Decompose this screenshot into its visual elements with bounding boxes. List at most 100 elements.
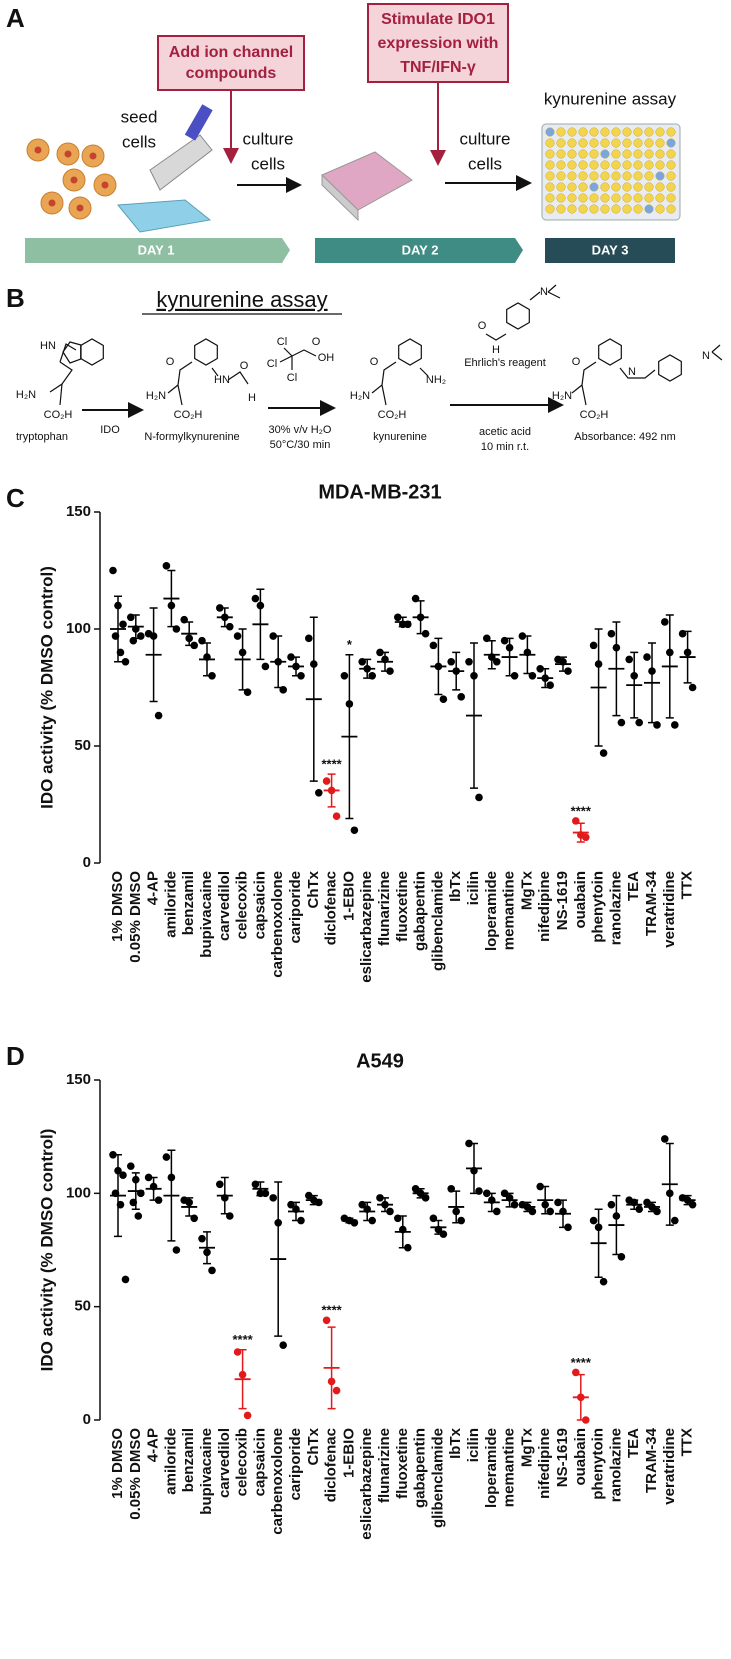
- ring: [62, 341, 82, 364]
- panel-letter: D: [6, 1041, 25, 1071]
- well: [578, 138, 588, 148]
- x-tick-label: glibenclamide: [429, 871, 446, 971]
- well: [611, 127, 621, 137]
- data-point: [297, 1216, 305, 1225]
- well: [545, 193, 555, 203]
- well: [567, 204, 577, 214]
- data-point: [198, 1234, 206, 1243]
- x-tick-label: 1-EBIO: [340, 1428, 357, 1478]
- x-tick-label: carvedilol: [216, 871, 233, 941]
- panel-letter: A: [6, 3, 25, 33]
- significance-label: ****: [321, 1303, 342, 1318]
- well: [666, 182, 676, 192]
- well: [633, 182, 643, 192]
- well: [589, 160, 599, 170]
- well: [644, 138, 654, 148]
- callout-text: Add ion channel: [169, 44, 293, 61]
- x-tick-label: nifedipine: [536, 1428, 553, 1499]
- y-tick-label: 50: [74, 1298, 91, 1315]
- x-tick-label: flunarizine: [376, 871, 393, 946]
- data-point: [322, 1316, 331, 1325]
- data-point: [279, 1341, 288, 1349]
- atom: H: [248, 392, 256, 404]
- x-tick-label: loperamide: [483, 871, 500, 951]
- day-banner: [545, 238, 675, 263]
- y-tick-label: 100: [66, 1184, 91, 1201]
- data-point: [208, 1266, 216, 1275]
- wells: [545, 127, 676, 214]
- atom: O: [370, 356, 379, 368]
- well: [666, 138, 676, 148]
- well: [633, 127, 643, 137]
- x-tick-label: icilin: [465, 1428, 482, 1462]
- well: [556, 138, 566, 148]
- data-point: [564, 1223, 572, 1232]
- significance-label: ****: [571, 1355, 592, 1370]
- bond: [49, 343, 77, 406]
- well: [666, 127, 676, 137]
- well: [644, 160, 654, 170]
- atom: N: [540, 286, 548, 298]
- well: [545, 182, 555, 192]
- data-point: [305, 1191, 313, 1200]
- well: [666, 160, 676, 170]
- x-tick-label: TEA: [625, 871, 642, 901]
- compound-name: kynurenine: [373, 431, 427, 443]
- compound-name: N-formylkynurenine: [144, 431, 239, 443]
- day-label: DAY 3: [592, 242, 629, 257]
- well: [545, 171, 555, 181]
- well: [589, 149, 599, 159]
- atom: O: [572, 356, 581, 368]
- well: [622, 193, 632, 203]
- plate: [321, 151, 413, 211]
- well: [611, 149, 621, 159]
- x-tick-label: benzamil: [180, 871, 197, 935]
- bond: [167, 361, 249, 406]
- well: [655, 127, 665, 137]
- data-point: [350, 826, 359, 835]
- condition: acetic acid: [479, 426, 531, 438]
- significance-label: ****: [571, 803, 592, 818]
- data-point: [109, 1151, 117, 1159]
- x-tick-label: fluoxetine: [394, 1428, 411, 1499]
- chart-title: MDA-MB-231: [318, 481, 441, 503]
- x-tick-label: diclofenac: [323, 871, 340, 945]
- panel-b: B kynurenine assay HN H₂N CO₂H tryptopha…: [6, 283, 723, 453]
- well: [589, 204, 599, 214]
- well: [622, 204, 632, 214]
- callout-text: TNF/IFN-γ: [400, 59, 476, 76]
- y-tick-label: 0: [83, 1411, 91, 1428]
- well: [556, 204, 566, 214]
- x-tick-label: loperamide: [483, 1428, 500, 1508]
- data-point: [564, 667, 572, 675]
- atom: O: [478, 320, 487, 332]
- bond: [485, 284, 561, 341]
- well: [611, 182, 621, 192]
- data-point: [269, 1194, 278, 1202]
- atom: O: [240, 360, 249, 372]
- data-point: [589, 641, 598, 650]
- data-point: [386, 667, 394, 675]
- data-point: [421, 629, 430, 638]
- ring: [658, 354, 682, 382]
- data-point: [643, 1198, 651, 1207]
- data-point: [635, 718, 643, 727]
- day-banner: [315, 238, 523, 263]
- rings: [62, 302, 682, 382]
- data-point: [493, 657, 501, 666]
- x-tick-label: gabapentin: [412, 1428, 429, 1508]
- well: [655, 193, 665, 203]
- data-point: [688, 683, 697, 692]
- data-point: [671, 721, 679, 729]
- well: [622, 138, 632, 148]
- well: [556, 171, 566, 181]
- bond: [279, 347, 317, 370]
- step-label: cells: [251, 154, 285, 173]
- well: [556, 182, 566, 192]
- pipette: [184, 104, 213, 141]
- data-point: [671, 1216, 679, 1225]
- well: [567, 138, 577, 148]
- day-banner: [25, 238, 290, 263]
- data-point: [172, 1246, 181, 1254]
